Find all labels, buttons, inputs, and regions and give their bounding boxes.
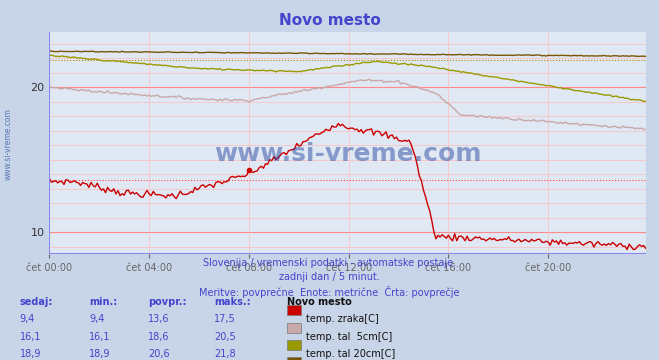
Text: 13,6: 13,6 xyxy=(148,314,170,324)
Text: Novo mesto: Novo mesto xyxy=(287,297,351,307)
Text: Meritve: povprečne  Enote: metrične  Črta: povprečje: Meritve: povprečne Enote: metrične Črta:… xyxy=(199,286,460,298)
Text: temp. zraka[C]: temp. zraka[C] xyxy=(306,314,379,324)
Text: 20,6: 20,6 xyxy=(148,349,170,359)
Text: 20,5: 20,5 xyxy=(214,332,236,342)
Text: sedaj:: sedaj: xyxy=(20,297,53,307)
Text: temp. tal  5cm[C]: temp. tal 5cm[C] xyxy=(306,332,393,342)
Text: 17,5: 17,5 xyxy=(214,314,236,324)
Text: 16,1: 16,1 xyxy=(20,332,42,342)
Text: zadnji dan / 5 minut.: zadnji dan / 5 minut. xyxy=(279,272,380,282)
Text: 9,4: 9,4 xyxy=(20,314,35,324)
Text: temp. tal 20cm[C]: temp. tal 20cm[C] xyxy=(306,349,395,359)
Text: min.:: min.: xyxy=(89,297,117,307)
Text: maks.:: maks.: xyxy=(214,297,251,307)
Text: 21,8: 21,8 xyxy=(214,349,236,359)
Text: Slovenija / vremenski podatki - avtomatske postaje.: Slovenija / vremenski podatki - avtomats… xyxy=(203,258,456,268)
Text: www.si-vreme.com: www.si-vreme.com xyxy=(214,142,481,166)
Text: Novo mesto: Novo mesto xyxy=(279,13,380,28)
Text: 18,9: 18,9 xyxy=(89,349,111,359)
Text: 18,6: 18,6 xyxy=(148,332,170,342)
Text: www.si-vreme.com: www.si-vreme.com xyxy=(3,108,13,180)
Text: 16,1: 16,1 xyxy=(89,332,111,342)
Text: 18,9: 18,9 xyxy=(20,349,42,359)
Text: povpr.:: povpr.: xyxy=(148,297,186,307)
Text: 9,4: 9,4 xyxy=(89,314,104,324)
